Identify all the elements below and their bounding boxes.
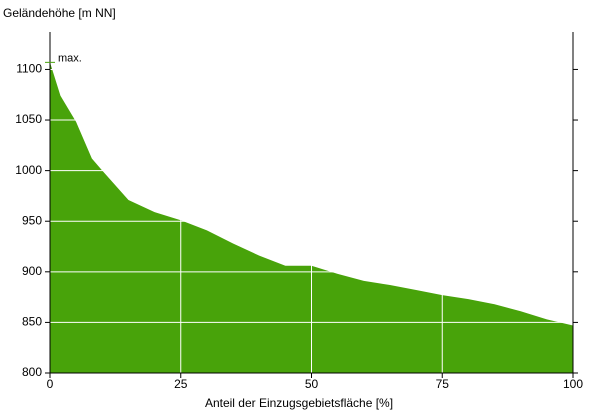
y-tick-label: 1000 xyxy=(15,163,42,177)
y-tick-label: 1100 xyxy=(16,62,42,76)
x-axis-label: Anteil der Einzugsgebietsfläche [%] xyxy=(205,396,393,410)
max-annotation: max. xyxy=(58,52,82,64)
x-tick-label: 0 xyxy=(47,377,54,391)
y-axis-label: Geländehöhe [m NN] xyxy=(3,6,116,20)
y-tick-label: 800 xyxy=(22,365,42,379)
y-tick-label: 1050 xyxy=(15,112,42,126)
y-tick-label: 950 xyxy=(22,213,42,227)
x-tick-label: 100 xyxy=(563,377,583,391)
y-tick-label: 900 xyxy=(22,264,42,278)
x-tick-label: 50 xyxy=(305,377,319,391)
x-tick-label: 25 xyxy=(174,377,188,391)
x-tick-label: 75 xyxy=(436,377,450,391)
y-tick-label: 850 xyxy=(22,315,42,329)
